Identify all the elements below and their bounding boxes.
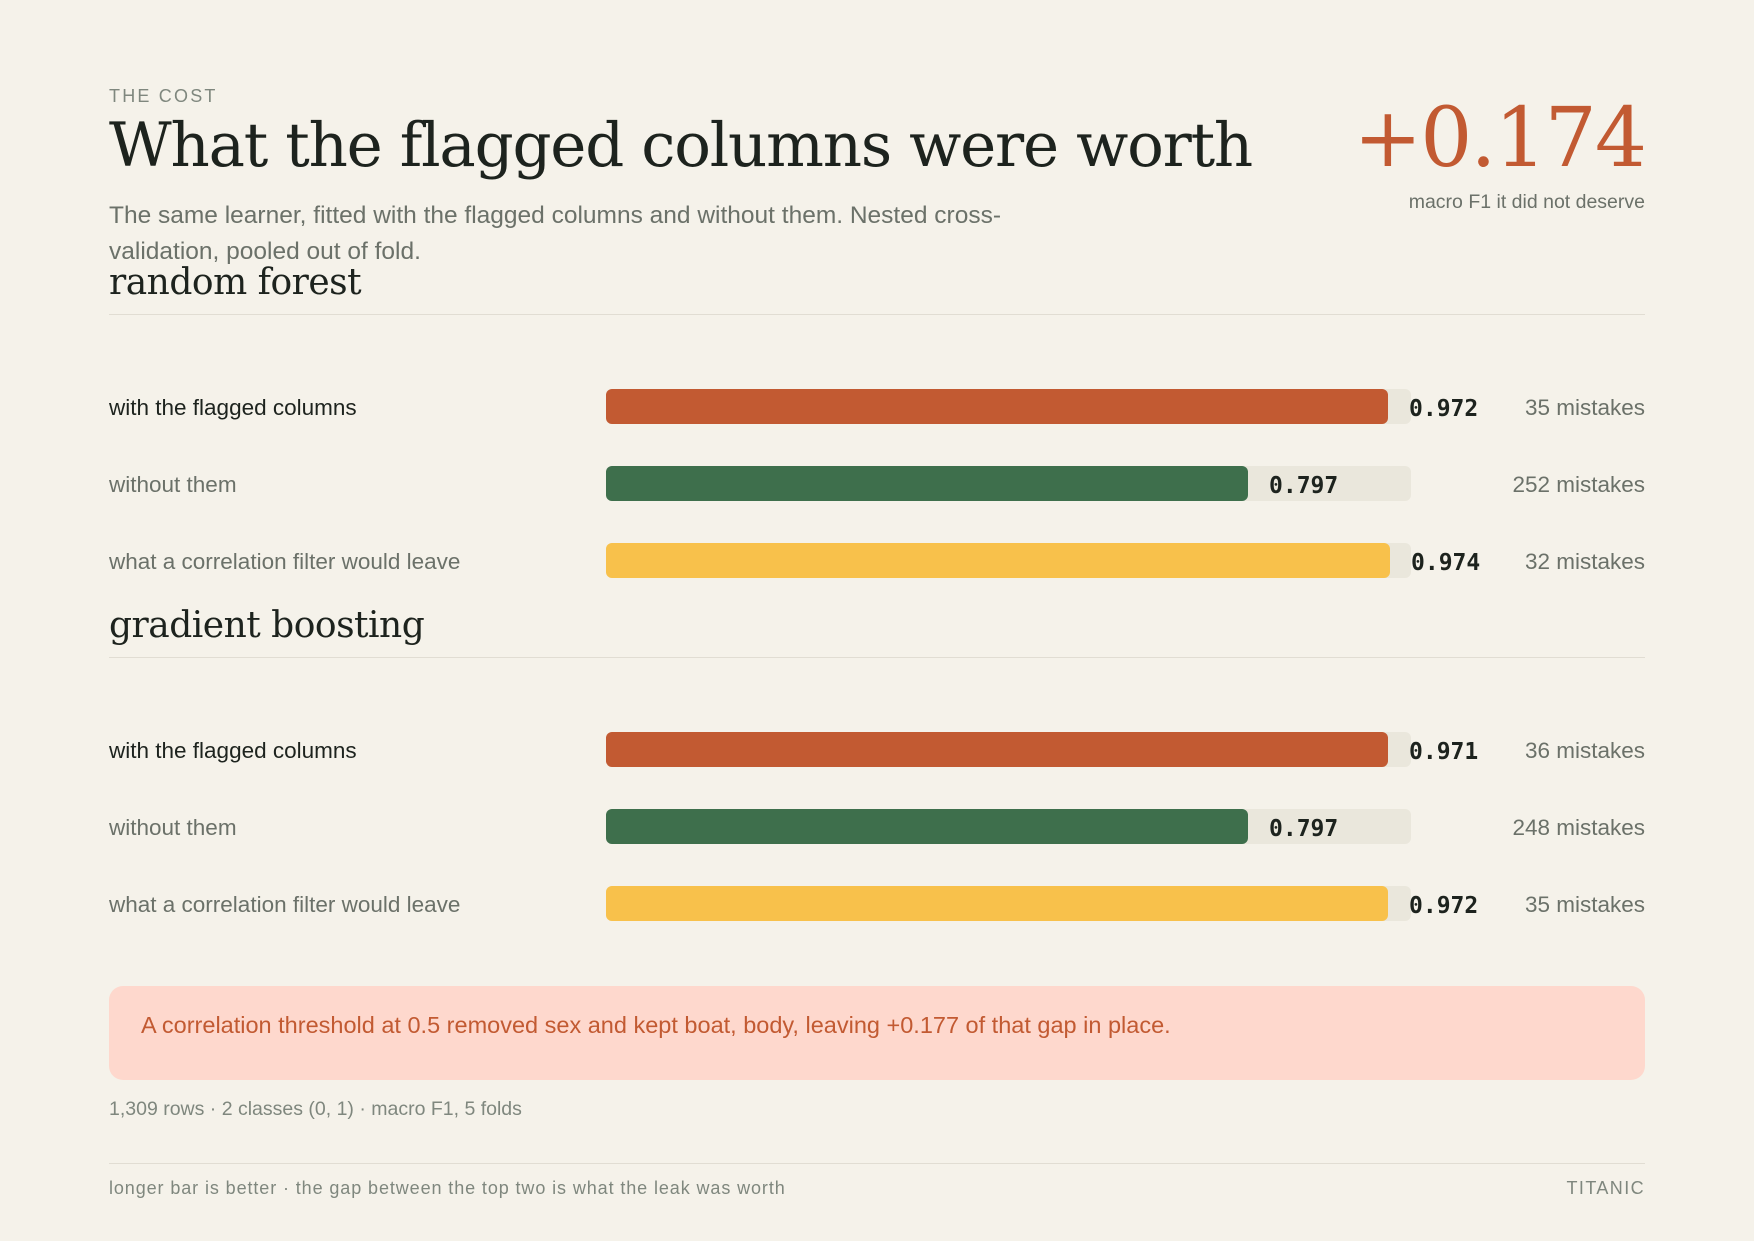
headline-caption: macro F1 it did not deserve [1408, 191, 1645, 213]
bar-value-label: 0.797 [1269, 816, 1339, 842]
bar-value-label: 0.797 [1269, 473, 1339, 499]
bar-category-label: without them [109, 815, 237, 840]
section-title: random forest [109, 262, 362, 303]
bar [606, 732, 1388, 767]
mistakes-count: 35 mistakes [1524, 395, 1645, 420]
bar-value-label: 0.972 [1409, 893, 1479, 919]
bar-track: 0.797 [606, 466, 1411, 501]
bar-row-without-flagged: without them 0.797 252 mistakes [109, 464, 1645, 502]
bar [606, 389, 1388, 424]
bar-track: 0.971 [606, 732, 1478, 767]
page: THE COST What the flagged columns were w… [109, 0, 1647, 1241]
bar-track: 0.972 [606, 886, 1478, 921]
section-divider [109, 314, 1645, 315]
bar [606, 466, 1248, 501]
bar [606, 809, 1248, 844]
mistakes-count: 252 mistakes [1512, 472, 1645, 497]
bar-row-without-flagged: without them 0.797 248 mistakes [109, 807, 1645, 845]
bar-value-label: 0.972 [1409, 396, 1479, 422]
mistakes-count: 248 mistakes [1512, 815, 1645, 840]
bar-track: 0.797 [606, 809, 1411, 844]
dataset-name: TITANIC [1566, 1178, 1645, 1198]
bar-category-label: without them [109, 472, 237, 497]
bar-category-label: what a correlation filter would leave [109, 892, 461, 917]
bar-row-with-flagged: with the flagged columns 0.972 35 mistakes [109, 387, 1645, 425]
mistakes-count: 32 mistakes [1524, 549, 1645, 574]
dataset-meta: 1,309 rows · 2 classes (0, 1) · macro F1… [109, 1098, 522, 1120]
eyebrow: THE COST [109, 86, 218, 106]
callout-box: A correlation threshold at 0.5 removed s… [109, 986, 1645, 1080]
mistakes-count: 36 mistakes [1524, 738, 1645, 763]
footer-note: longer bar is better · the gap between t… [109, 1178, 786, 1198]
bar-value-label: 0.974 [1411, 550, 1481, 576]
page-subtitle: The same learner, fitted with the flagge… [109, 202, 1001, 265]
bar [606, 886, 1388, 921]
bar-category-label: what a correlation filter would leave [109, 549, 461, 574]
bar-category-label: with the flagged columns [109, 395, 357, 420]
headline-value: +0.174 [1353, 91, 1647, 186]
section-divider [109, 657, 1645, 658]
bar-value-label: 0.971 [1409, 739, 1479, 765]
bar-track: 0.974 [606, 543, 1480, 578]
bar-category-label: with the flagged columns [109, 738, 357, 763]
bar [606, 543, 1390, 578]
page-title: What the flagged columns were worth [109, 110, 1253, 181]
bar-row-correlation-filter: what a correlation filter would leave 0.9… [109, 884, 1645, 922]
section-title: gradient boosting [109, 605, 425, 646]
bar-row-correlation-filter: what a correlation filter would leave 0.9… [109, 541, 1645, 579]
mistakes-count: 35 mistakes [1524, 892, 1645, 917]
footer-divider [109, 1163, 1645, 1164]
bar-row-with-flagged: with the flagged columns 0.971 36 mistakes [109, 730, 1645, 768]
callout-text: A correlation threshold at 0.5 removed s… [141, 1012, 1171, 1038]
bar-track: 0.972 [606, 389, 1478, 424]
